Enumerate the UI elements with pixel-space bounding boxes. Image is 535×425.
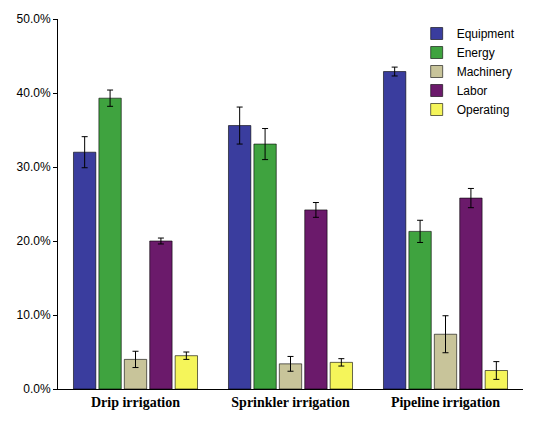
svg-text:40.0%: 40.0% [17,86,51,100]
svg-text:0.0%: 0.0% [23,382,51,396]
svg-text:Pipeline irrigation: Pipeline irrigation [391,395,500,410]
svg-text:Drip irrigation: Drip irrigation [91,395,180,410]
svg-text:30.0%: 30.0% [17,160,51,174]
svg-text:Sprinkler irrigation: Sprinkler irrigation [231,395,350,410]
svg-text:20.0%: 20.0% [17,234,51,248]
svg-text:10.0%: 10.0% [17,308,51,322]
svg-text:50.0%: 50.0% [17,12,51,26]
svg-text:Energy: Energy [457,46,495,60]
svg-text:Machinery: Machinery [457,65,512,79]
svg-text:Equipment: Equipment [457,27,515,41]
svg-text:Labor: Labor [457,84,488,98]
svg-text:Operating: Operating [457,103,510,117]
